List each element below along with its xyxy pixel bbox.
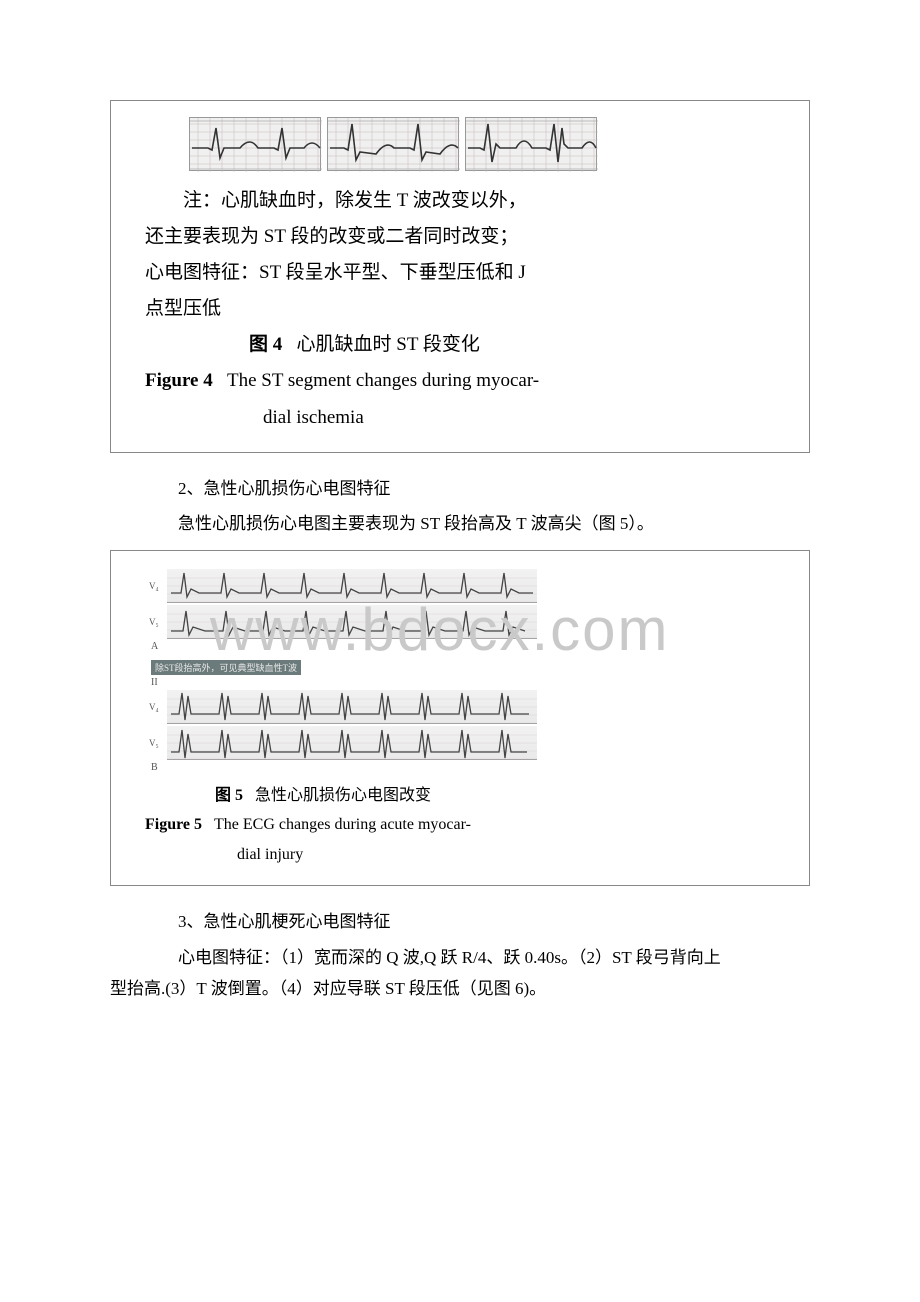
fig5-en-text1: The ECG changes during acute myocar- [214,816,471,833]
fig4-note-line3: 心电图特征：ST 段呈水平型、下垂型压低和 J [145,262,526,283]
fig5-b-lead2: V₅ [149,738,167,748]
figure-4-caption-en: Figure 4 The ST segment changes during m… [139,363,793,435]
fig5-b-row1: V₄ [149,690,793,724]
fig5-b-top-lead: II [151,677,793,688]
section-2-body: 急性心肌损伤心电图主要表现为 ST 段抬高及 T 波高尖（图 5）。 [110,508,810,539]
fig5-group-a-label: A [151,641,793,652]
fig4-note-line4: 点型压低 [145,298,221,319]
fig4-en-text2: dial ischemia [263,407,364,428]
figure-4-note: 注：心肌缺血时，除发生 T 波改变以外， 还主要表现为 ST 段的改变或二者同时… [139,183,793,327]
figure-5-box: V₄ V₅ [110,550,810,887]
fig5-b-trace2 [167,726,537,760]
fig4-cn-label: 图 4 [249,334,282,355]
section-3-body-l2: 型抬高.(3）T 波倒置。（4）对应导联 ST 段压低（见图 6)。 [110,973,810,1004]
fig4-note-line1: 注：心肌缺血时，除发生 T 波改变以外， [183,190,527,211]
fig4-note-line2: 还主要表现为 ST 段的改变或二者同时改变； [145,226,518,247]
fig5-a-trace2 [167,605,537,639]
fig4-cn-text: 心肌缺血时 ST 段变化 [297,334,480,355]
fig5-group-b-label: B [151,762,793,773]
ecg-panel-1 [189,117,321,171]
fig5-a-trace1 [167,569,537,603]
document-page: 注：心肌缺血时，除发生 T 波改变以外， 还主要表现为 ST 段的改变或二者同时… [0,0,920,1069]
fig5-cn-text: 急性心肌损伤心电图改变 [255,787,431,804]
fig5-en-label: Figure 5 [145,816,202,833]
fig5-cn-label: 图 5 [215,787,243,804]
ecg-panel-3 [465,117,597,171]
section-3-body-l1: 心电图特征：（1）宽而深的 Q 波,Q 跃 R/4、跃 0.40s。（2）ST … [110,942,810,973]
fig5-a-lead1: V₄ [149,581,167,591]
fig5-a-row2: V₅ [149,605,793,639]
figure-4-ecg-row [189,117,793,171]
fig5-b-lead1: V₄ [149,702,167,712]
fig5-a-lead2: V₅ [149,617,167,627]
fig5-intermediate-note: 除ST段抬高外，可见典型缺血性T波 [151,660,301,675]
fig5-b-trace1 [167,690,537,724]
section-3-heading: 3、急性心肌梗死心电图特征 [110,906,810,937]
fig5-b-row2: V₅ [149,726,793,760]
figure-4-box: 注：心肌缺血时，除发生 T 波改变以外， 还主要表现为 ST 段的改变或二者同时… [110,100,810,453]
fig5-en-text2: dial injury [237,846,303,863]
figure-5-ecg-area: V₄ V₅ [149,569,793,773]
fig4-en-label: Figure 4 [145,370,213,391]
ecg-panel-2 [327,117,459,171]
figure-4-caption-cn: 图 4 心肌缺血时 ST 段变化 [139,327,793,363]
fig5-a-row1: V₄ [149,569,793,603]
figure-5-captions: 图 5 急性心肌损伤心电图改变 Figure 5 The ECG changes… [139,781,793,870]
section-2-heading: 2、急性心肌损伤心电图特征 [110,473,810,504]
fig4-en-text1: The ST segment changes during myocar- [227,370,539,391]
